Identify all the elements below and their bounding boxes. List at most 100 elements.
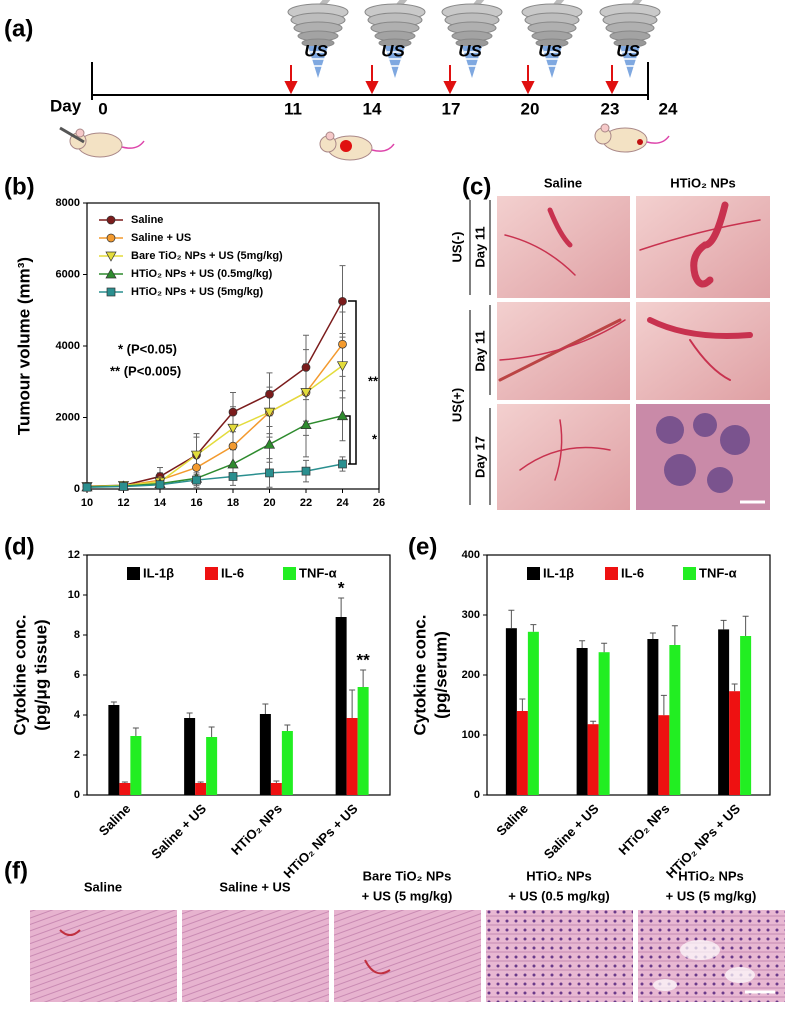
marker (228, 472, 238, 481)
marker (263, 438, 276, 449)
y-axis-label: (pg/serum) (431, 631, 450, 719)
error-bar (284, 724, 291, 731)
photo-group-label: US(-) (449, 231, 464, 262)
x-tick-label: HTiO₂ NPs + US (281, 801, 361, 881)
legend-label: HTiO₂ NPs + US (5mg/kg) (131, 286, 263, 298)
marker (106, 233, 116, 243)
error-bar (579, 640, 586, 648)
panel-label: (c) (462, 173, 491, 200)
day-label: 17 (442, 99, 461, 118)
marker (301, 466, 311, 476)
error-bar (519, 698, 526, 711)
legend-label: TNF-α (299, 565, 337, 580)
error-bar (731, 683, 738, 692)
day-label: 24 (659, 99, 678, 118)
bar (108, 705, 120, 795)
error-bar (601, 642, 608, 653)
x-tick-label: 12 (117, 497, 129, 509)
y-tick-label: 8000 (56, 197, 80, 209)
bar (505, 628, 517, 795)
marker (105, 268, 117, 279)
x-tick-label: 14 (154, 497, 167, 509)
y-tick-label: 10 (68, 589, 80, 601)
timeline-axis-label: Day (50, 96, 82, 115)
bar (729, 691, 741, 795)
bar (669, 645, 681, 795)
y-tick-label: 100 (462, 729, 480, 741)
y-tick-label: 6000 (56, 268, 80, 280)
y-tick-label: 2000 (56, 411, 80, 423)
photo-row-label: Day 11 (472, 330, 487, 371)
treatment-label: US (304, 41, 328, 60)
error-bar (338, 597, 345, 617)
y-tick-label: 4000 (56, 340, 80, 352)
y-axis-label: Tumour volume (mm³) (14, 257, 33, 435)
error-bar (671, 625, 678, 645)
marker (106, 215, 116, 225)
bar (346, 718, 358, 795)
x-tick-label: 10 (81, 497, 93, 509)
annotation: * (372, 431, 378, 446)
marker (228, 407, 238, 417)
y-tick-label: 4 (74, 709, 81, 721)
y-axis-label: (pg/μg tissue) (31, 619, 50, 730)
significance-mark: * (338, 578, 345, 597)
day-label: 14 (363, 99, 382, 118)
legend-swatch (205, 567, 218, 580)
panel-label: (d) (4, 533, 35, 560)
x-tick-label: Saline + US (541, 801, 602, 862)
marker (228, 441, 238, 451)
marker (155, 480, 165, 490)
significance-brackets (342, 300, 357, 465)
marker (265, 389, 274, 399)
annotation: ** (P<0.005) (110, 363, 181, 378)
photo-column-header: Saline (544, 175, 582, 190)
y-tick-label: 0 (74, 789, 80, 801)
y-tick-label: 12 (68, 549, 80, 561)
marker (336, 361, 349, 372)
error-bar (273, 780, 280, 783)
histology-title: Bare TiO₂ NPs (363, 868, 452, 883)
error-bar (660, 694, 667, 716)
photo-grid (469, 196, 770, 510)
legend-swatch (283, 567, 296, 580)
legend-label: Bare TiO₂ NPs + US (5mg/kg) (131, 250, 283, 262)
legend-label: TNF-α (699, 565, 737, 580)
legend-label: Saline (131, 214, 163, 226)
legend-label: Saline + US (131, 232, 191, 244)
bar (740, 636, 752, 795)
y-tick-label: 200 (462, 669, 480, 681)
legend-label: HTiO₂ NPs + US (0.5mg/kg) (131, 268, 273, 280)
marker (300, 418, 312, 429)
y-tick-label: 300 (462, 609, 480, 621)
error-bar (186, 712, 193, 718)
marker (82, 482, 92, 492)
error-bar (508, 609, 515, 629)
photo-row-label: Day 17 (472, 436, 487, 478)
error-bar (197, 781, 204, 783)
bar (195, 783, 207, 795)
histology-images (30, 910, 785, 1002)
photo-group-label: US(+) (449, 388, 464, 422)
x-tick-label: 16 (190, 497, 202, 509)
histology-title: HTiO₂ NPs (678, 868, 744, 883)
legend-label: IL-6 (221, 565, 244, 580)
x-tick-label: 18 (227, 497, 239, 509)
x-tick-label: Saline + US (148, 801, 209, 862)
bar (516, 711, 528, 795)
marker (192, 475, 201, 485)
histology-title: HTiO₂ NPs (526, 868, 592, 883)
timeline-art (59, 0, 670, 161)
marker (106, 287, 116, 297)
y-tick-label: 400 (462, 549, 480, 561)
marker (227, 458, 239, 469)
treatment-label: US (538, 41, 562, 60)
y-tick-label: 0 (474, 789, 480, 801)
bar (718, 629, 730, 795)
y-axis-label: Cytokine conc. (10, 615, 29, 736)
marker (105, 251, 117, 262)
bar (130, 736, 142, 795)
day-label: 11 (284, 99, 302, 118)
error-bar (132, 727, 139, 736)
histology-title: Saline + US (219, 879, 290, 894)
